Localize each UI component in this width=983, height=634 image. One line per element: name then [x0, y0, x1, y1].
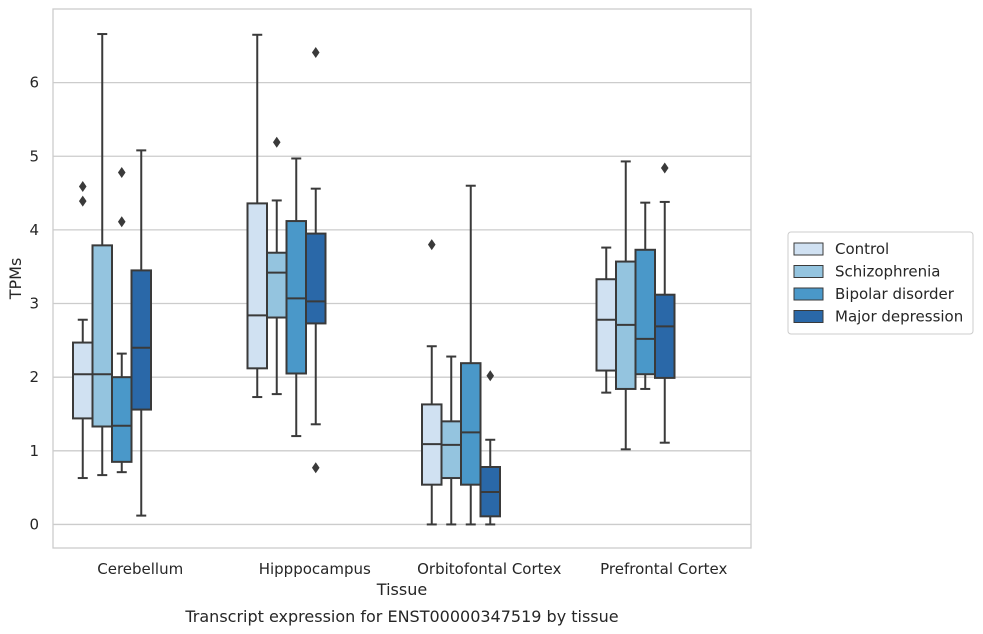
legend-item: Control [793, 240, 889, 258]
box-iqr [460, 362, 482, 486]
y-tick-label: 6 [29, 74, 39, 92]
x-tick-labels: Cerebellum Hipppocampus Orbitofontal Corte… [97, 560, 727, 578]
y-tick-labels: 0 1 2 3 4 5 6 [29, 74, 39, 534]
x-tick-label: Orbitofontal Cortex [417, 560, 561, 578]
legend-swatch [793, 287, 824, 301]
outlier-point [117, 216, 126, 228]
y-axis-label: TPMs [6, 258, 25, 301]
y-tick-label: 4 [29, 221, 39, 239]
legend-swatch [793, 242, 824, 256]
box-iqr [130, 269, 152, 411]
x-tick-label: Cerebellum [97, 560, 183, 578]
box-iqr [91, 244, 113, 428]
chart-caption: Transcript expression for ENST0000034751… [184, 607, 618, 626]
box-iqr [634, 248, 656, 376]
box-1-1 [266, 136, 288, 396]
box-3-3 [654, 162, 676, 444]
y-tick-label: 3 [29, 295, 39, 313]
legend-item: Bipolar disorder [793, 285, 955, 303]
box-0-1 [91, 33, 113, 477]
outlier-point [486, 370, 495, 382]
box-iqr [440, 420, 462, 480]
legend-swatch [793, 265, 824, 278]
outlier-point [311, 46, 320, 58]
box-1-0 [246, 33, 268, 399]
grid-lines [53, 81, 751, 526]
box-iqr [246, 202, 268, 370]
x-tick-label: Prefrontal Cortex [600, 560, 727, 578]
box-2-0 [421, 239, 443, 526]
outlier-point [427, 239, 436, 251]
legend-label: Schizophrenia [835, 263, 940, 281]
legend-label: Control [835, 240, 889, 258]
plot-area-frame [52, 8, 752, 549]
box-3-2 [634, 201, 656, 390]
outlier-point [272, 136, 281, 148]
box-2-1 [440, 355, 462, 526]
legend-label: Major depression [835, 308, 963, 326]
y-tick-label: 2 [29, 368, 39, 386]
box-marks [72, 33, 676, 526]
box-iqr [654, 293, 676, 379]
legend: Control Schizophrenia Bipolar disorder Majo… [787, 231, 974, 335]
box-iqr [111, 376, 133, 463]
box-iqr [305, 232, 327, 325]
y-tick-label: 1 [29, 442, 39, 460]
box-iqr [266, 251, 288, 319]
box-0-2 [111, 166, 133, 474]
outlier-point [660, 162, 669, 174]
outlier-point [78, 195, 87, 207]
x-axis-label: Tissue [376, 580, 427, 599]
box-2-2 [460, 184, 482, 526]
legend-swatch [793, 310, 824, 323]
box-1-3 [305, 46, 327, 474]
box-3-1 [615, 160, 637, 451]
y-tick-label: 0 [29, 515, 39, 533]
x-tick-label: Hipppocampus [259, 560, 371, 578]
box-iqr [595, 278, 617, 372]
outlier-point [311, 462, 320, 474]
legend-frame [787, 231, 974, 335]
box-0-0 [72, 180, 94, 480]
box-3-0 [595, 246, 617, 394]
outlier-point [78, 180, 87, 192]
legend-item: Major depression [793, 308, 963, 326]
y-tick-label: 5 [29, 147, 39, 165]
outlier-point [117, 166, 126, 178]
box-iqr [72, 341, 94, 420]
box-1-2 [285, 157, 307, 438]
legend-label: Bipolar disorder [835, 285, 955, 303]
box-2-3 [479, 370, 501, 526]
box-iqr [285, 220, 307, 375]
box-0-3 [130, 149, 152, 517]
legend-item: Schizophrenia [793, 263, 940, 281]
legend-items: Control Schizophrenia Bipolar disorder Majo… [793, 240, 963, 326]
